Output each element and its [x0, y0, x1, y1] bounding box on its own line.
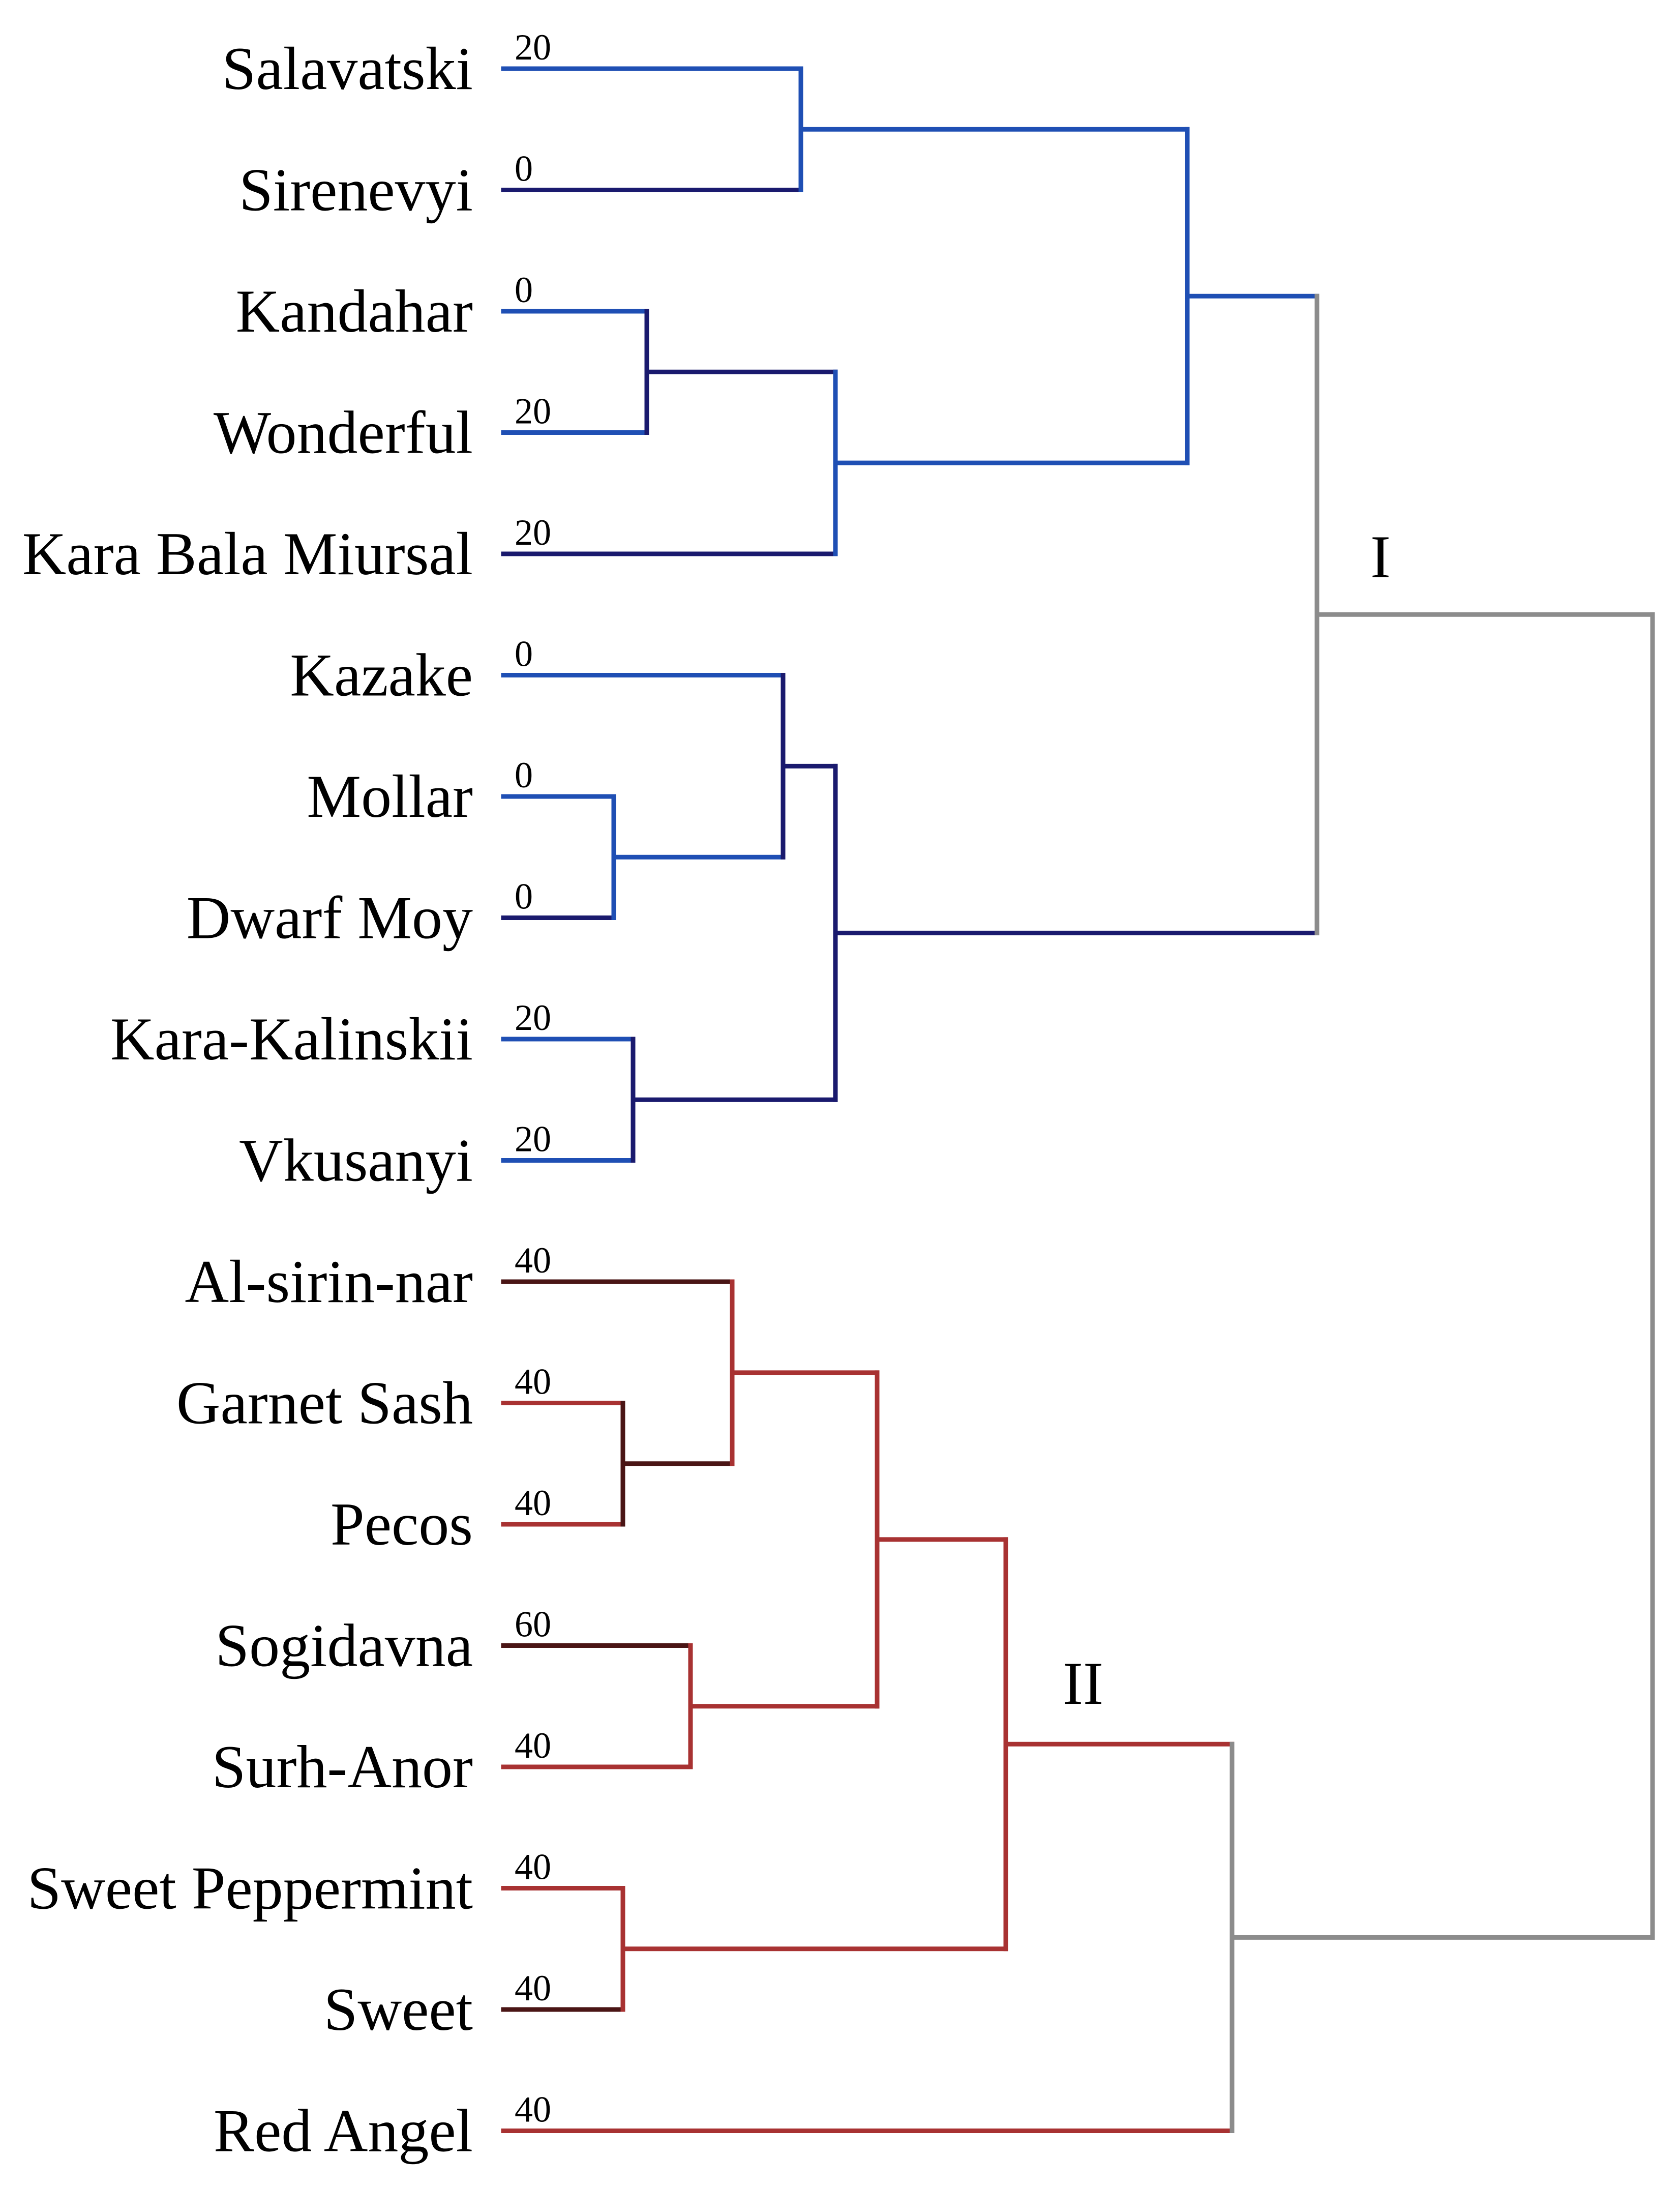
dendrogram-links — [501, 66, 1655, 2133]
leaf-label: Sweet — [324, 1975, 473, 2043]
leaf-label: Kara-Kalinskii — [110, 1005, 473, 1073]
leaf-label: Garnet Sash — [176, 1369, 473, 1437]
leaf-label: Kandahar — [236, 277, 473, 345]
leaf-value: 40 — [515, 1483, 551, 1523]
cluster-label-ii: II — [1063, 1649, 1103, 1717]
leaf-label: Kara Bala Miursal — [22, 520, 473, 587]
leaf-value: 0 — [515, 876, 533, 917]
leaf-value: 20 — [515, 997, 551, 1038]
leaf-value: 0 — [515, 149, 533, 189]
leaf-value: 40 — [515, 1240, 551, 1281]
leaf-labels: Salavatski Sirenevyi Kandahar Wonderful Kara… — [22, 35, 473, 2165]
leaf-value: 20 — [515, 27, 551, 68]
leaf-label: Sogidavna — [215, 1612, 473, 1679]
leaf-label: Surh-Anor — [212, 1733, 473, 1800]
leaf-label: Sirenevyi — [239, 156, 473, 224]
leaf-value: 40 — [515, 1847, 551, 1887]
leaf-label: Red Angel — [214, 2097, 473, 2165]
leaf-value: 0 — [515, 755, 533, 795]
leaf-value: 40 — [515, 1725, 551, 1766]
leaf-value: 40 — [515, 1968, 551, 2008]
leaf-value: 40 — [515, 1362, 551, 1402]
leaf-label: Salavatski — [222, 35, 473, 102]
leaf-value: 0 — [515, 270, 533, 310]
leaf-label: Vkusanyi — [239, 1127, 473, 1194]
leaf-value: 20 — [515, 512, 551, 553]
leaf-label: Wonderful — [214, 399, 473, 466]
leaf-value: 20 — [515, 391, 551, 432]
leaf-label: Pecos — [331, 1490, 473, 1558]
leaf-label: Sweet Peppermint — [27, 1854, 473, 1922]
leaf-label: Mollar — [307, 762, 473, 830]
cluster-label-i: I — [1370, 523, 1391, 590]
leaf-value: 20 — [515, 1119, 551, 1160]
leaf-label: Al-sirin-nar — [185, 1248, 473, 1315]
leaf-label: Dwarf Moy — [187, 884, 473, 952]
leaf-value: 40 — [515, 2089, 551, 2130]
leaf-value: 60 — [515, 1604, 551, 1645]
leaf-values: 20 0 0 20 20 0 0 0 20 20 40 40 40 60 40 40 40 40 — [515, 27, 551, 2130]
leaf-label: Kazake — [290, 641, 473, 709]
leaf-value: 0 — [515, 634, 533, 674]
